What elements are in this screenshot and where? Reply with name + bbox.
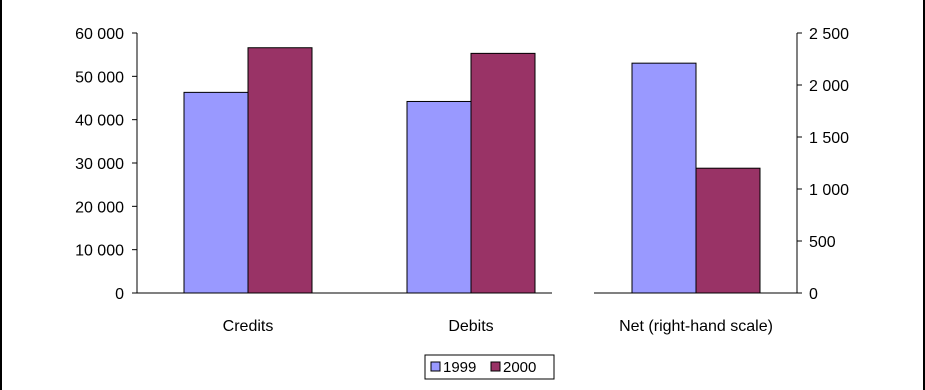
category-label: Credits [223,318,274,335]
legend-swatch-1999 [430,361,441,372]
bar-1999-net [631,62,697,294]
legend-label-2000: 2000 [503,359,536,376]
right-axis-tick-label: 2 500 [809,26,849,43]
legend-box [424,354,555,380]
left-axis-tick-label: 30 000 [75,156,124,173]
legend-swatch-2000 [490,361,501,372]
left-axis-tick-label: 10 000 [75,243,124,260]
left-axis-tick-label: 40 000 [75,113,124,130]
left-axis-tick-label: 0 [115,286,124,303]
category-labels: Credits Debits Net (right-hand scale) [223,318,773,335]
right-axis-tick-label: 2 000 [809,78,849,95]
category-label: Net (right-hand scale) [619,318,773,335]
right-axis-tick-label: 1 500 [809,130,849,147]
bar-2000-credits [247,47,313,294]
right-axis-tick-label: 0 [809,286,818,303]
left-axis-tick-label: 60 000 [75,26,124,43]
left-axis: 0 10 000 20 000 30 000 40 000 50 000 60 000 [75,26,138,303]
bar-2000-debits [470,52,536,294]
left-axis-tick-label: 50 000 [75,69,124,86]
legend: 1999 2000 [424,354,555,380]
category-label: Debits [448,318,493,335]
left-axis-tick-label: 20 000 [75,199,124,216]
bar-1999-debits [406,100,472,294]
legend-label-1999: 1999 [443,359,476,376]
right-axis-tick-label: 1 000 [809,182,849,199]
right-axis-tick-label: 500 [809,234,836,251]
right-axis: 0 500 1 000 1 500 2 000 2 500 [796,26,849,303]
bar-1999-credits [183,91,249,294]
bar-2000-net [695,167,761,294]
bars [183,47,761,294]
